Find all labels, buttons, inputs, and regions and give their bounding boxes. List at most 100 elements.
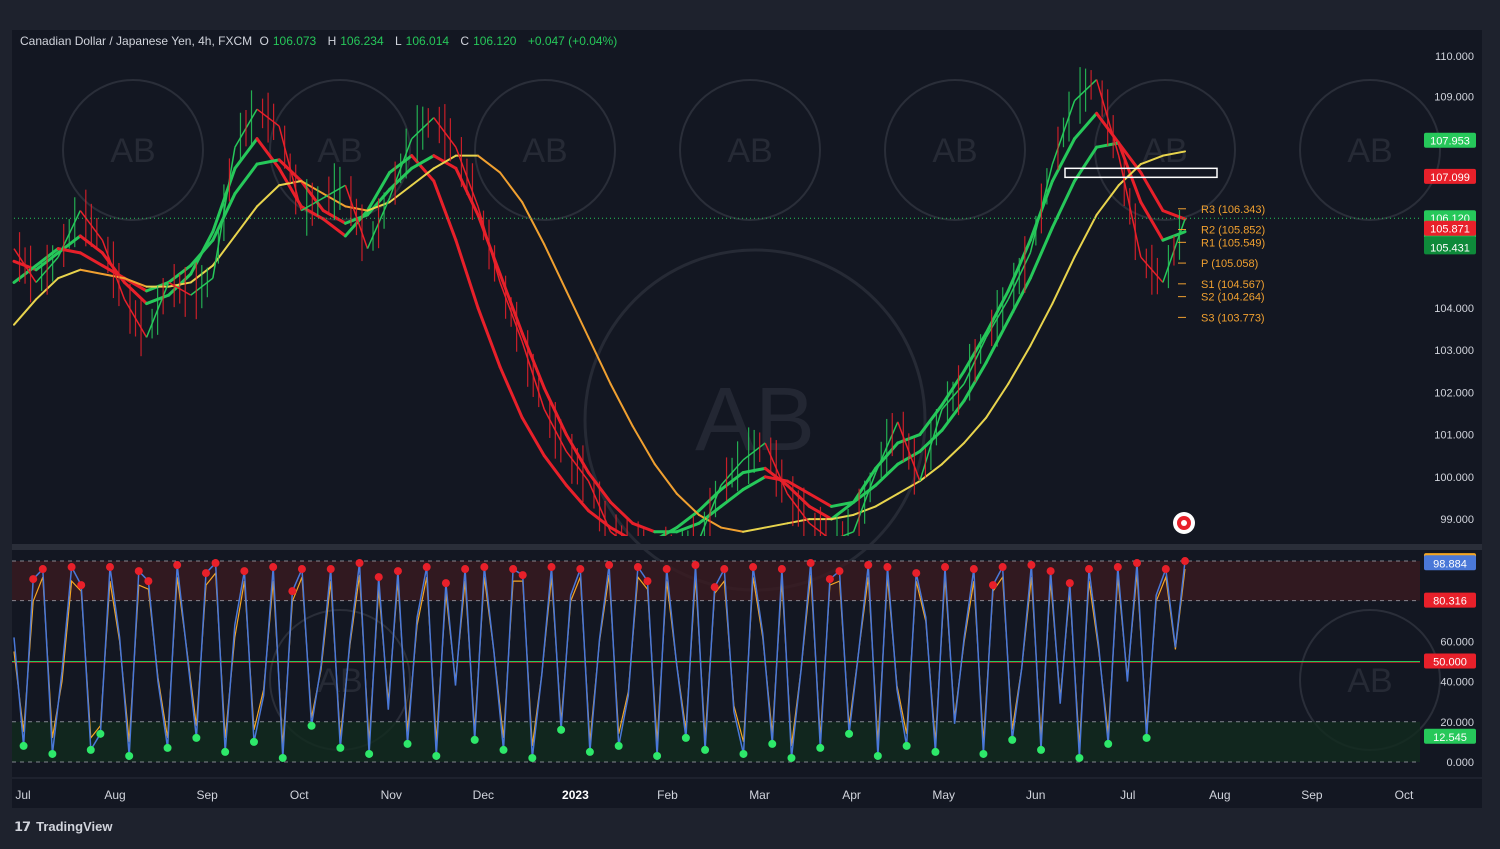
footer-brand[interactable]: 𝟭𝟳 TradingView xyxy=(14,819,112,835)
ema-fast-line-segment xyxy=(122,280,149,306)
ema-mid-line-segment xyxy=(675,521,701,534)
ema-fast-line-segment xyxy=(564,483,590,513)
rsi-overbought-dot xyxy=(691,561,700,570)
rsi-oversold-dot xyxy=(845,729,854,738)
ema-fast-line-segment xyxy=(255,137,281,170)
rsi-axis-tick: 20.000 xyxy=(1440,717,1474,729)
price-tag-bg xyxy=(1424,132,1476,148)
watermark-ring xyxy=(1299,79,1441,221)
ema-fast-line-segment xyxy=(1117,141,1143,204)
ema-slow-line-segment xyxy=(1029,302,1054,347)
ema-fast-line-segment xyxy=(233,137,259,170)
time-axis-tick: Nov xyxy=(381,788,402,802)
rsi-oversold-dot xyxy=(528,753,537,762)
rsi-overbought-dot xyxy=(547,563,556,572)
highlight-box xyxy=(1064,167,1218,179)
rsi-overbought-dot xyxy=(1181,557,1189,566)
price-axis-tick: 100.000 xyxy=(1434,472,1474,484)
watermark-logo: AB xyxy=(1347,132,1392,170)
pivot-label: S3 (103.773) xyxy=(1201,312,1265,324)
ema-slow-line-segment xyxy=(653,463,678,495)
rsi-overbought-dot xyxy=(77,581,86,590)
open-label: O xyxy=(259,34,269,48)
pivot-label: R3 (106.343) xyxy=(1201,204,1265,216)
rsi-overbought-dot xyxy=(1027,561,1036,570)
rsi-tag-bg xyxy=(1424,653,1476,669)
price-tag: 107.953 xyxy=(1430,136,1470,148)
rsi-tag: 12.545 xyxy=(1433,732,1467,744)
rsi-overbought-dot xyxy=(134,567,143,576)
watermark-logos: AB AB AB AB AB AB AB AB AB AB xyxy=(62,79,1441,751)
ema-fast-line-segment xyxy=(410,154,436,183)
rsi-oversold-dot xyxy=(163,743,172,752)
chart-header: Canadian Dollar / Japanese Yen, 4h, FXCM… xyxy=(20,34,621,48)
rsi-overbought-dot xyxy=(480,563,489,572)
rsi-oversold-dot xyxy=(873,751,882,760)
rsi-oversold-dot xyxy=(931,747,940,756)
rsi-overbought-dot xyxy=(912,569,921,578)
rsi-tag-bg xyxy=(1424,728,1476,744)
rsi-oversold-dot xyxy=(787,753,796,762)
rsi-oversold-dot xyxy=(365,749,374,758)
ema-slow-line-segment xyxy=(1139,154,1164,166)
rsi-oversold-dot xyxy=(653,751,662,760)
price-tag-bg xyxy=(1424,168,1476,184)
rsi-oversold-dot xyxy=(979,749,988,758)
ema-mid-line-segment xyxy=(1139,171,1165,213)
ema-fast-line-segment xyxy=(432,179,458,242)
rsi-tag-bg xyxy=(1424,555,1476,571)
ema-slow-line-segment xyxy=(1007,344,1032,385)
rsi-overbought-dot xyxy=(998,563,1007,572)
overbought-zone xyxy=(12,561,1420,601)
ema-mid-line-segment xyxy=(940,399,966,432)
rsi-oversold-dot xyxy=(307,721,316,730)
ema-fast-line-segment xyxy=(277,166,303,208)
rsi-oversold-dot xyxy=(470,735,479,744)
close-label: C xyxy=(460,34,470,48)
ema-slow-line-segment xyxy=(256,184,281,208)
rsi-oversold-dot xyxy=(902,741,911,750)
watermark-logo: AB xyxy=(695,370,815,470)
time-axis-tick: Jun xyxy=(1026,788,1045,802)
ema-fast-line-segment xyxy=(829,500,856,521)
rsi-oversold-dot xyxy=(278,753,287,762)
rsi-overbought-dot xyxy=(576,565,585,574)
price-tag: 105.871 xyxy=(1430,224,1470,236)
rsi-axis-tick: 60.000 xyxy=(1440,636,1474,648)
ema-slow-line-segment xyxy=(79,268,104,275)
rsi-overbought-dot xyxy=(710,583,719,592)
rsi-overbought-dot xyxy=(605,561,614,570)
rsi-oversold-dot xyxy=(1008,735,1017,744)
rsi-oversold-dot xyxy=(768,739,777,748)
rsi-overbought-dot xyxy=(825,575,834,584)
rsi-overbought-dot xyxy=(864,561,873,570)
ema-slow-line-segment xyxy=(410,167,435,187)
low-value: 106.014 xyxy=(405,34,450,48)
time-axis-tick: Feb xyxy=(657,788,678,802)
watermark-ring xyxy=(474,79,616,221)
tradingview-brand: TradingView xyxy=(36,819,113,834)
rsi-oversold-dot xyxy=(96,729,105,738)
ema-fast-line-segment xyxy=(476,306,502,369)
rsi-overbought-dot xyxy=(441,579,450,588)
rsi-oversold-dot xyxy=(557,725,566,734)
time-axis-tick: Oct xyxy=(1395,788,1414,802)
rsi-overbought-dot xyxy=(393,567,402,576)
watermark-ring xyxy=(679,79,821,221)
rsi-oversold-dot xyxy=(739,749,748,758)
ema-slow-line-segment xyxy=(963,416,988,445)
rsi-overbought-dot xyxy=(777,565,786,574)
rsi-oversold-dot xyxy=(19,741,28,750)
ema-slow-line-segment xyxy=(521,201,546,246)
rsi-overbought-dot xyxy=(1046,567,1055,576)
ema-mid-line-segment xyxy=(829,500,856,508)
rsi-overbought-dot xyxy=(288,587,297,596)
rsi-oversold-dot xyxy=(192,733,201,742)
rsi-oversold-dot xyxy=(86,745,95,754)
ema-fast-line-segment xyxy=(520,416,546,458)
time-axis-tick: Apr xyxy=(842,788,861,802)
ema-fast-line-segment xyxy=(1073,111,1099,141)
rsi-overbought-dot xyxy=(989,581,998,590)
